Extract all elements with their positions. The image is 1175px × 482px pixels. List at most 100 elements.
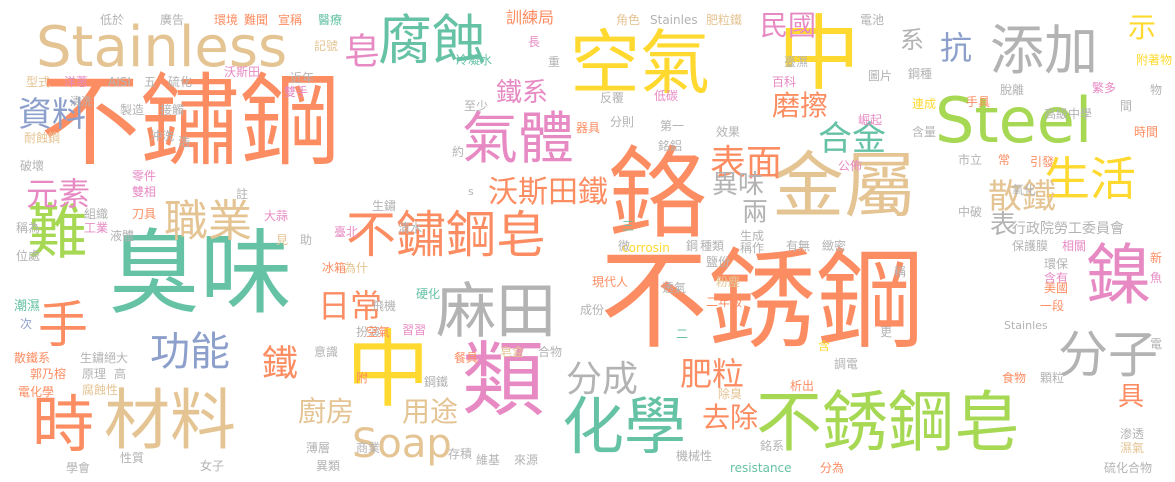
word-banyan: 扮演 [356,325,381,339]
word-zhishao: 至少 [464,99,489,113]
word-yuansu: 元素 [26,175,91,213]
word-ge: 鉻 [608,136,708,253]
word-stainles: Stainles [650,13,698,27]
word-chaoshi: 潮濕 [14,299,41,314]
word-nanwen: 難聞 [244,13,269,27]
word-s: s [468,185,474,198]
word-jixiexing: 機械性 [676,449,713,463]
word-jinshu: 金屬 [772,144,917,228]
word-zhiye: 職業 [164,196,252,247]
word-ziliao: 資料 [18,95,86,135]
word-kongqi-s: 空氣 [366,325,391,339]
word-shuangshou: 雙手 [284,85,309,99]
word-lei: 類 [462,333,545,428]
word-lingjian: 零件 [132,169,157,183]
word-stainles-2: Stainles [1004,319,1048,332]
word-bingxiang: 冰箱 [322,261,347,275]
word-xiaoguo: 效果 [716,125,741,139]
word-xiandairen: 現代人 [592,275,629,289]
word-cheng: 稱 [894,265,907,279]
word-sanjie: 散鐵 [988,177,1056,217]
word-han: 含 [818,339,831,353]
word-keli: 顆粒 [1040,371,1065,385]
word-baohumo: 保護膜 [1012,239,1049,253]
word-zhu-note: 註 [236,187,249,201]
word-dasuan: 大蒜 [264,209,289,223]
word-buxiugang-rust: 不鏽鋼 [40,63,340,180]
word-chang-long: 長 [528,35,541,49]
word-zaohe: 皂盒 [500,345,525,359]
word-yanfen: 鹽份 [706,255,731,269]
word-yu: 魚 [1150,271,1163,285]
word-matian: 麻田 [436,277,556,347]
word-gongneng: 功能 [150,329,230,375]
word-steel: Steel [935,84,1093,157]
word-chengfen: 成份 [580,303,605,317]
word-san: 三 [622,219,635,233]
word-shuangxiang: 雙相 [132,185,157,199]
word-gao: 高 [114,367,127,381]
word-quchu: 去除 [702,401,759,434]
word-dianchi: 電池 [860,13,885,27]
word-zhong-heavy: 重 [548,55,561,69]
word-kongqi: 空氣 [570,22,710,104]
word-fanfu: 反覆 [600,91,625,105]
word-wu: 五 [144,75,157,89]
word-weishen: 為什 [344,261,369,275]
word-xi: 系 [900,26,924,54]
word-mimi: 緻密 [822,239,847,253]
word-hao: 浩 [178,135,191,149]
word-zhu: 助 [300,233,313,247]
word-diyu: 低於 [100,13,125,27]
word-xichu: 析出 [790,379,815,393]
word-yishi: 意識 [314,345,339,359]
word-gongbu: 公佈 [838,159,863,173]
word-gangtie: 鋼鐵 [424,375,449,389]
word-liancheng: 連成 [912,97,937,111]
word-mingxi: 銘系 [760,439,785,453]
word-stainless: Stainless [36,15,288,80]
word-minguo: 民國 [760,9,817,42]
word-ci: 次 [20,317,33,331]
word-shiwu: 食物 [1002,371,1027,385]
word-tiaodian: 調電 [834,357,859,371]
word-yiliao: 醫療 [318,13,343,27]
word-xunlianju: 訓練局 [506,8,555,27]
word-feiji: 飛機 [372,299,397,313]
word-er: 二 [676,327,689,341]
word-yongtu: 用途 [402,395,459,428]
word-weiji: 維基 [476,453,501,467]
word-tupian: 圖片 [868,69,893,83]
word-chang: 常 [998,153,1011,167]
word-cunji: 存積 [448,447,473,461]
word-dian: 電 [1150,337,1163,351]
word-shangye: 商業 [356,441,381,455]
word-wositian-s: 沃斯田 [224,65,261,79]
word-ditan: 低碳 [654,89,679,103]
word-zao-side: 皂 [338,32,379,68]
word-qingxi: 清洗 [70,95,92,108]
word-shili: 市立 [958,153,983,167]
word-canju: 餐具 [454,351,479,365]
word-youwu: 有無 [786,239,811,253]
word-xixi: 習習 [402,323,427,337]
word-jian: 見 [276,233,289,247]
word-chengwei: 稱為 [16,221,41,235]
word-huaxue: 化學 [562,390,687,463]
word-tianjia: 添加 [990,19,1098,82]
word-qingshui: 清水 [398,221,423,235]
word-weichu: 位處 [16,249,41,263]
word-richang: 日常 [318,287,383,325]
word-fanduo: 繁多 [1092,81,1117,95]
word-fenwei: 分為 [820,461,845,475]
word-pohuai: 破壞 [20,159,45,173]
word-guonaining: 郭乃榕 [30,367,67,381]
word-buxiugang-zao: 不銹鋼皂 [756,384,1020,461]
word-nvzi: 女子 [200,459,225,473]
word-shenghuo: 生活 [1044,152,1136,206]
word-chuchou: 除臭 [718,387,743,401]
word-meiguo: 美國 [1044,281,1069,295]
word-sanjiexi: 散鐵系 [14,351,51,365]
word-yilei: 異類 [316,459,341,473]
